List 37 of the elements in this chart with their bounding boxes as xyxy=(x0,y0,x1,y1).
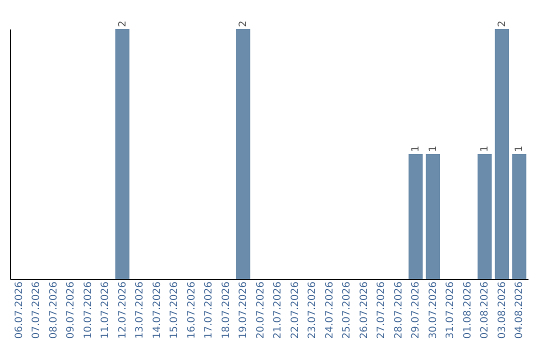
x-tick-label: 09.07.2026 xyxy=(66,282,77,339)
data-label: 2 xyxy=(496,20,508,27)
data-label: 2 xyxy=(117,20,128,27)
data-label: 2 xyxy=(238,20,250,27)
x-tick-label: 07.07.2026 xyxy=(31,282,42,339)
x-tick-label: 02.08.2026 xyxy=(480,282,491,339)
x-tick-label: 26.07.2026 xyxy=(358,282,370,339)
x-tick-label: 06.07.2026 xyxy=(14,282,25,339)
x-tick-label: 27.07.2026 xyxy=(376,282,388,339)
x-tick-label: 22.07.2026 xyxy=(290,282,301,339)
x-tick-label: 11.07.2026 xyxy=(100,282,112,339)
data-label: 1 xyxy=(514,146,526,152)
x-tick-label: 17.07.2026 xyxy=(204,282,215,339)
x-tick-label: 28.07.2026 xyxy=(393,282,404,339)
data-label: 1 xyxy=(480,146,491,152)
x-tick-label: 21.07.2026 xyxy=(272,282,284,339)
x-tick-label: 14.07.2026 xyxy=(152,282,163,339)
x-tick-label: 03.08.2026 xyxy=(496,282,508,339)
x-tick-label: 29.07.2026 xyxy=(410,282,422,339)
x-tick-label: 16.07.2026 xyxy=(186,282,198,339)
x-tick-label: 23.07.2026 xyxy=(307,282,318,339)
x-tick-label: 25.07.2026 xyxy=(342,282,353,339)
x-tick-label: 13.07.2026 xyxy=(134,282,146,339)
x-tick-label: 12.07.2026 xyxy=(117,282,128,339)
data-label: 1 xyxy=(410,146,422,152)
x-tick-label: 19.07.2026 xyxy=(238,282,250,339)
x-tick-label: 31.07.2026 xyxy=(445,282,456,339)
x-tick-label: 08.07.2026 xyxy=(48,282,60,339)
x-tick-label: 18.07.2026 xyxy=(220,282,232,339)
x-tick-label: 15.07.2026 xyxy=(169,282,180,339)
x-tick-label: 01.08.2026 xyxy=(462,282,474,339)
x-tick-label: 30.07.2026 xyxy=(428,282,439,339)
x-tick-label: 20.07.2026 xyxy=(255,282,266,339)
x-tick-label: 04.08.2026 xyxy=(514,282,526,339)
data-label: 1 xyxy=(428,146,439,152)
x-tick-label: 24.07.2026 xyxy=(324,282,336,339)
x-tick-label: 10.07.2026 xyxy=(82,282,94,339)
